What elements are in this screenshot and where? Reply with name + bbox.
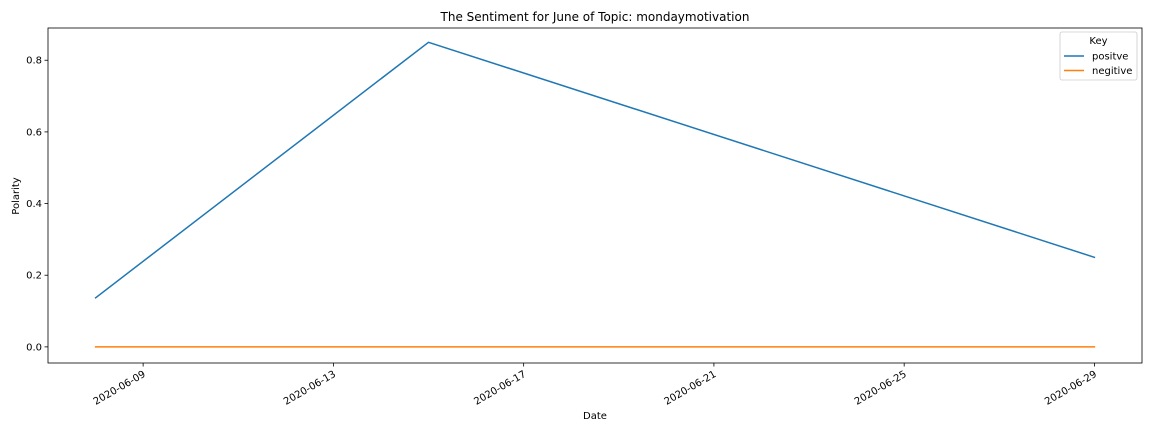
series-layer	[94, 41, 1096, 348]
legend-label-negitive: negitive	[1092, 66, 1132, 77]
x-axis: 2020-06-09 2020-06-13 2020-06-17 2020-06-21…	[92, 363, 1099, 408]
y-axis-label: Polarity	[11, 177, 22, 215]
x-tick-label: 2020-06-25	[853, 369, 909, 408]
y-axis: 0.0 0.2 0.4 0.6 0.8	[26, 56, 48, 353]
x-tick-label: 2020-06-29	[1043, 369, 1099, 408]
x-axis-label: Date	[583, 411, 607, 422]
y-tick-label: 0.8	[26, 56, 42, 67]
y-tick-label: 0.6	[26, 127, 42, 138]
x-tick-label: 2020-06-09	[92, 369, 148, 408]
y-tick-label: 0.4	[26, 199, 42, 210]
legend: Key positve negitive	[1059, 31, 1138, 81]
legend-label-positve: positve	[1092, 52, 1128, 63]
series-line-positve	[94, 41, 1096, 299]
legend-box	[1059, 31, 1138, 81]
plot-frame	[47, 27, 1143, 364]
x-tick-label: 2020-06-21	[663, 369, 719, 408]
y-tick-label: 0.2	[26, 271, 42, 282]
legend-title: Key	[1089, 36, 1107, 47]
chart-title: The Sentiment for June of Topic: mondaym…	[440, 10, 750, 24]
x-tick-label: 2020-06-17	[472, 369, 528, 408]
y-tick-label: 0.0	[26, 342, 42, 353]
x-tick-label: 2020-06-13	[282, 369, 338, 408]
